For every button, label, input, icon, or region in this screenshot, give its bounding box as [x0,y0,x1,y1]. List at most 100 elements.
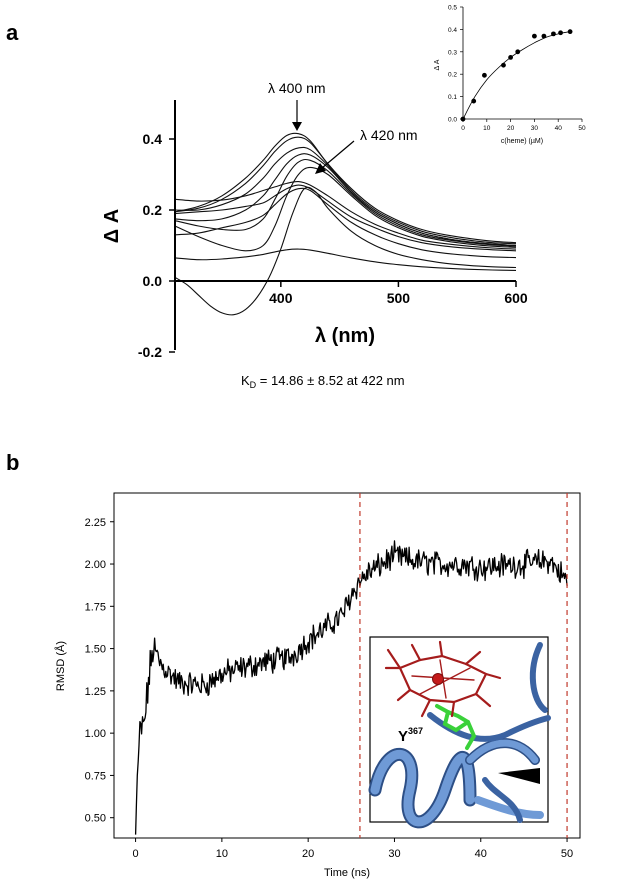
spectra-xticks: 400 500 600 [269,281,528,306]
helix-ribbon-illustration [368,642,551,829]
spectra-xtick-label: 600 [504,290,528,306]
rmsd-ytick-label: 1.00 [85,728,106,740]
residue-label: Y367 [398,726,423,745]
inset-xtick-label: 0 [461,125,465,132]
rmsd-ytick-label: 2.25 [85,517,106,529]
inset-xtick-label: 20 [507,125,515,132]
inset-xlabel: c(heme) (µM) [501,138,543,145]
rmsd-xtick-label: 30 [388,848,400,860]
spectra-ytick-label: -0.2 [138,344,162,360]
spectra-xtick-label: 400 [269,290,293,306]
inset-points [460,29,573,122]
rmsd-ytick-label: 1.75 [85,601,106,613]
rmsd-ytick-label: 0.75 [85,770,106,782]
structure-inset: Y367 [368,636,551,829]
backbone-strand [529,642,548,713]
kd-caption: KD = 14.86 ± 8.52 at 422 nm [241,373,405,390]
spectrum-line-4 [174,153,517,247]
inset-data-point [515,49,521,55]
inset-data-point [471,98,477,104]
inset-xtick-label: 30 [531,125,539,132]
rmsd-xtick-label: 40 [475,848,487,860]
rmsd-xtick-label: 0 [133,848,139,860]
beta-strand-arrow [498,768,540,784]
spectrum-line-5 [174,158,517,247]
helix-ribbon-3 [474,796,544,819]
spectra-xtick-label: 500 [387,290,411,306]
heme-molecule [384,640,502,718]
rmsd-ytick-label: 0.50 [85,813,106,825]
inset-ytick-label: 0.0 [448,117,457,124]
rmsd-xtick-label: 50 [561,848,573,860]
arrow-420nm-line [321,140,355,169]
inset-ytick-label: 0.2 [448,72,457,79]
panel-label-a: a [6,20,19,45]
helix-ribbon-2 [466,739,539,764]
inset-ytick-label: 0.1 [448,94,457,101]
backbone-lower [482,777,523,823]
spectra-yticks: -0.2 0.0 0.2 0.4 [138,131,175,360]
inset-ytick-label: 0.5 [448,5,457,12]
rmsd-yticks: 0.50 0.75 1.00 1.25 1.50 1.75 2.00 2.25 [85,517,114,825]
inset-data-point [541,33,547,39]
spectrum-line-7 [174,181,517,250]
inset-xticks: 0 10 20 30 40 50 [461,119,586,132]
inset-data-point [567,29,573,35]
inset-data-point [532,33,537,39]
spectra-xlabel: λ (nm) [315,325,375,347]
rmsd-xtick-label: 20 [302,848,314,860]
annotation-400nm: λ 400 nm [268,80,326,96]
inset-ytick-label: 0.4 [448,27,457,34]
rmsd-xlabel: Time (ns) [324,867,370,879]
rmsd-ytick-label: 2.00 [85,559,106,571]
inset-data-point [501,62,506,68]
arrow-400nm-head [292,122,302,131]
spectrum-line-10 [174,248,517,271]
inset-xtick-label: 10 [483,125,491,132]
spectra-ytick-label: 0.4 [143,131,163,147]
spectra-ytick-label: 0.2 [143,202,163,218]
residue-label-sup: 367 [408,726,423,736]
rmsd-xtick-label: 10 [216,848,228,860]
kd-caption-sub: D [250,380,257,390]
inset-xtick-label: 50 [578,125,586,132]
inset-fit-curve [462,31,571,120]
spectrum-line-9 [174,187,517,259]
inset-yticks: 0.0 0.1 0.2 0.3 0.4 0.5 [448,5,463,124]
rmsd-xticks: 0 10 20 30 40 50 [133,838,573,860]
heme-substituents [384,640,502,718]
rmsd-ytick-label: 1.50 [85,644,106,656]
heme-porphyrin [398,654,488,704]
spectra-ylabel: Δ A [101,209,123,243]
iron-atom [432,673,444,685]
inset-chart: 0.0 0.1 0.2 0.3 0.4 0.5 0 10 20 30 40 50 Δ A c(hem… [434,5,586,146]
kd-caption-main: K [241,373,250,388]
annotation-420nm: λ 420 nm [360,127,418,143]
inset-data-point [460,116,466,122]
rmsd-vlines [359,493,568,838]
inset-data-point [558,30,563,36]
panel-label-b: b [6,450,19,475]
inset-ylabel: Δ A [434,59,441,70]
rmsd-chart: 0.50 0.75 1.00 1.25 1.50 1.75 2.00 2.25 0 10 20 30… [54,492,581,879]
arrow-420nm-head [315,163,326,174]
spectra-chart: -0.2 0.0 0.2 0.4 400 500 600 Δ A λ (nm) λ 400… [101,80,528,390]
tyrosine-chain [435,704,477,750]
tyrosine-ring [442,710,470,733]
rmsd-series-line [134,540,568,835]
kd-caption-rest: = 14.86 ± 8.52 at 422 nm [256,373,404,388]
inset-data-point [551,31,556,37]
helix-ribbon [370,749,475,827]
spectrum-line-11 [174,186,517,316]
rmsd-ytick-label: 1.25 [85,686,106,698]
spectra-series-group [174,132,517,316]
inset-data-point [508,55,513,60]
rmsd-ylabel: RMSD (Å) [54,641,67,691]
residue-label-main: Y [398,728,408,745]
spectra-ytick-label: 0.0 [143,273,163,289]
inset-ytick-label: 0.3 [448,49,457,56]
inset-data-point [482,72,487,78]
inset-xtick-label: 40 [555,125,563,132]
spectrum-line-2 [174,136,517,245]
